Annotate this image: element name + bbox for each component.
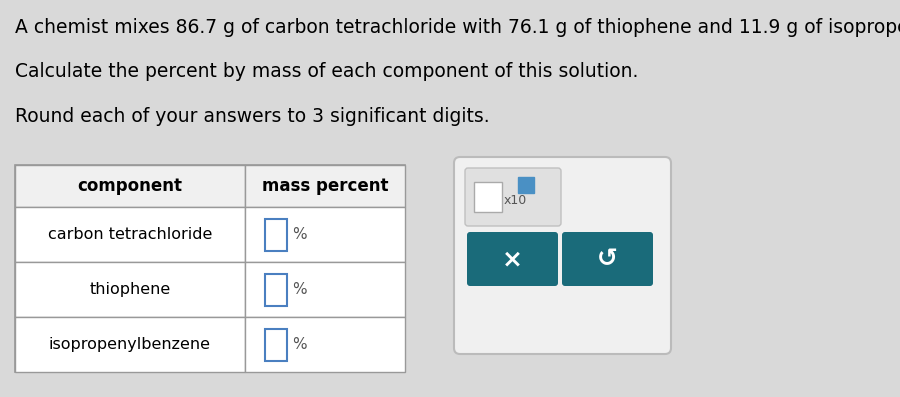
Bar [245,317,405,372]
FancyBboxPatch shape [562,232,653,286]
Text: %: % [292,282,307,297]
Text: %: % [292,337,307,352]
Bar [15,262,245,317]
Bar [245,207,405,262]
Text: Calculate the percent by mass of each component of this solution.: Calculate the percent by mass of each co… [15,62,638,81]
Text: x10: x10 [504,195,527,208]
Bar [265,218,287,251]
Bar [15,317,245,372]
Text: mass percent: mass percent [262,177,388,195]
FancyBboxPatch shape [465,168,561,226]
Bar [15,207,245,262]
Text: thiophene: thiophene [89,282,171,297]
Bar [474,182,502,212]
FancyBboxPatch shape [467,232,558,286]
Text: ×: × [502,247,523,271]
Bar [265,274,287,306]
Bar [518,177,534,193]
Text: A chemist mixes 86.7 g of carbon tetrachloride with 76.1 g of thiophene and 11.9: A chemist mixes 86.7 g of carbon tetrach… [15,18,900,37]
Text: ↺: ↺ [597,247,618,271]
Bar [245,165,405,207]
Text: isopropenylbenzene: isopropenylbenzene [49,337,211,352]
Bar [15,165,405,372]
Bar [15,165,245,207]
Text: Round each of your answers to 3 significant digits.: Round each of your answers to 3 signific… [15,107,490,126]
Text: carbon tetrachloride: carbon tetrachloride [48,227,212,242]
FancyBboxPatch shape [454,157,671,354]
Text: component: component [77,177,183,195]
Bar [265,328,287,360]
Bar [245,262,405,317]
Text: %: % [292,227,307,242]
